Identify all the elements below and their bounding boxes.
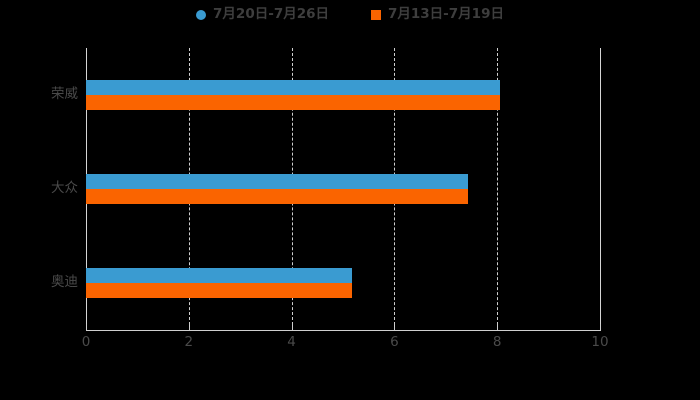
legend-marker-square-icon (371, 9, 381, 20)
x-tick-label-8: 8 (492, 334, 502, 350)
x-tick-mark-4 (291, 324, 293, 330)
legend-marker-circle-icon (196, 9, 207, 20)
bar-0-series-0[interactable] (86, 80, 500, 95)
x-tick-label-6: 6 (390, 334, 399, 350)
x-tick-mark-10 (600, 324, 601, 330)
gridline-x-10 (600, 48, 601, 330)
x-tick-mark-8 (497, 324, 499, 330)
x-axis-line (86, 330, 601, 331)
gridline-x-8 (497, 48, 499, 330)
legend-item-series-2[interactable]: 7月13日-7月19日 (371, 6, 504, 22)
x-tick-label-10: 10 (591, 334, 609, 350)
x-tick-mark-6 (394, 324, 396, 330)
bar-1-series-1[interactable] (86, 189, 468, 204)
x-tick-mark-0 (86, 324, 87, 330)
bar-2-series-0[interactable] (86, 268, 352, 283)
plot-area (86, 48, 601, 330)
bar-2-series-1[interactable] (86, 283, 352, 298)
legend-label-series-1: 7月20日-7月26日 (213, 6, 329, 22)
x-tick-mark-2 (188, 324, 190, 330)
x-tick-label-4: 4 (287, 334, 296, 350)
chart-legend: 7月20日-7月26日 7月13日-7月19日 (0, 6, 700, 22)
x-tick-label-0: 0 (81, 334, 91, 350)
y-tick-label-1: 大众 (51, 180, 78, 196)
legend-label-series-2: 7月13日-7月19日 (388, 6, 504, 22)
y-tick-label-0: 荣威 (51, 86, 78, 102)
bar-1-series-0[interactable] (86, 174, 468, 189)
y-tick-label-2: 奥迪 (51, 274, 78, 290)
legend-item-series-1[interactable]: 7月20日-7月26日 (196, 6, 329, 22)
x-tick-label-2: 2 (184, 334, 194, 350)
bar-0-series-1[interactable] (86, 95, 500, 110)
